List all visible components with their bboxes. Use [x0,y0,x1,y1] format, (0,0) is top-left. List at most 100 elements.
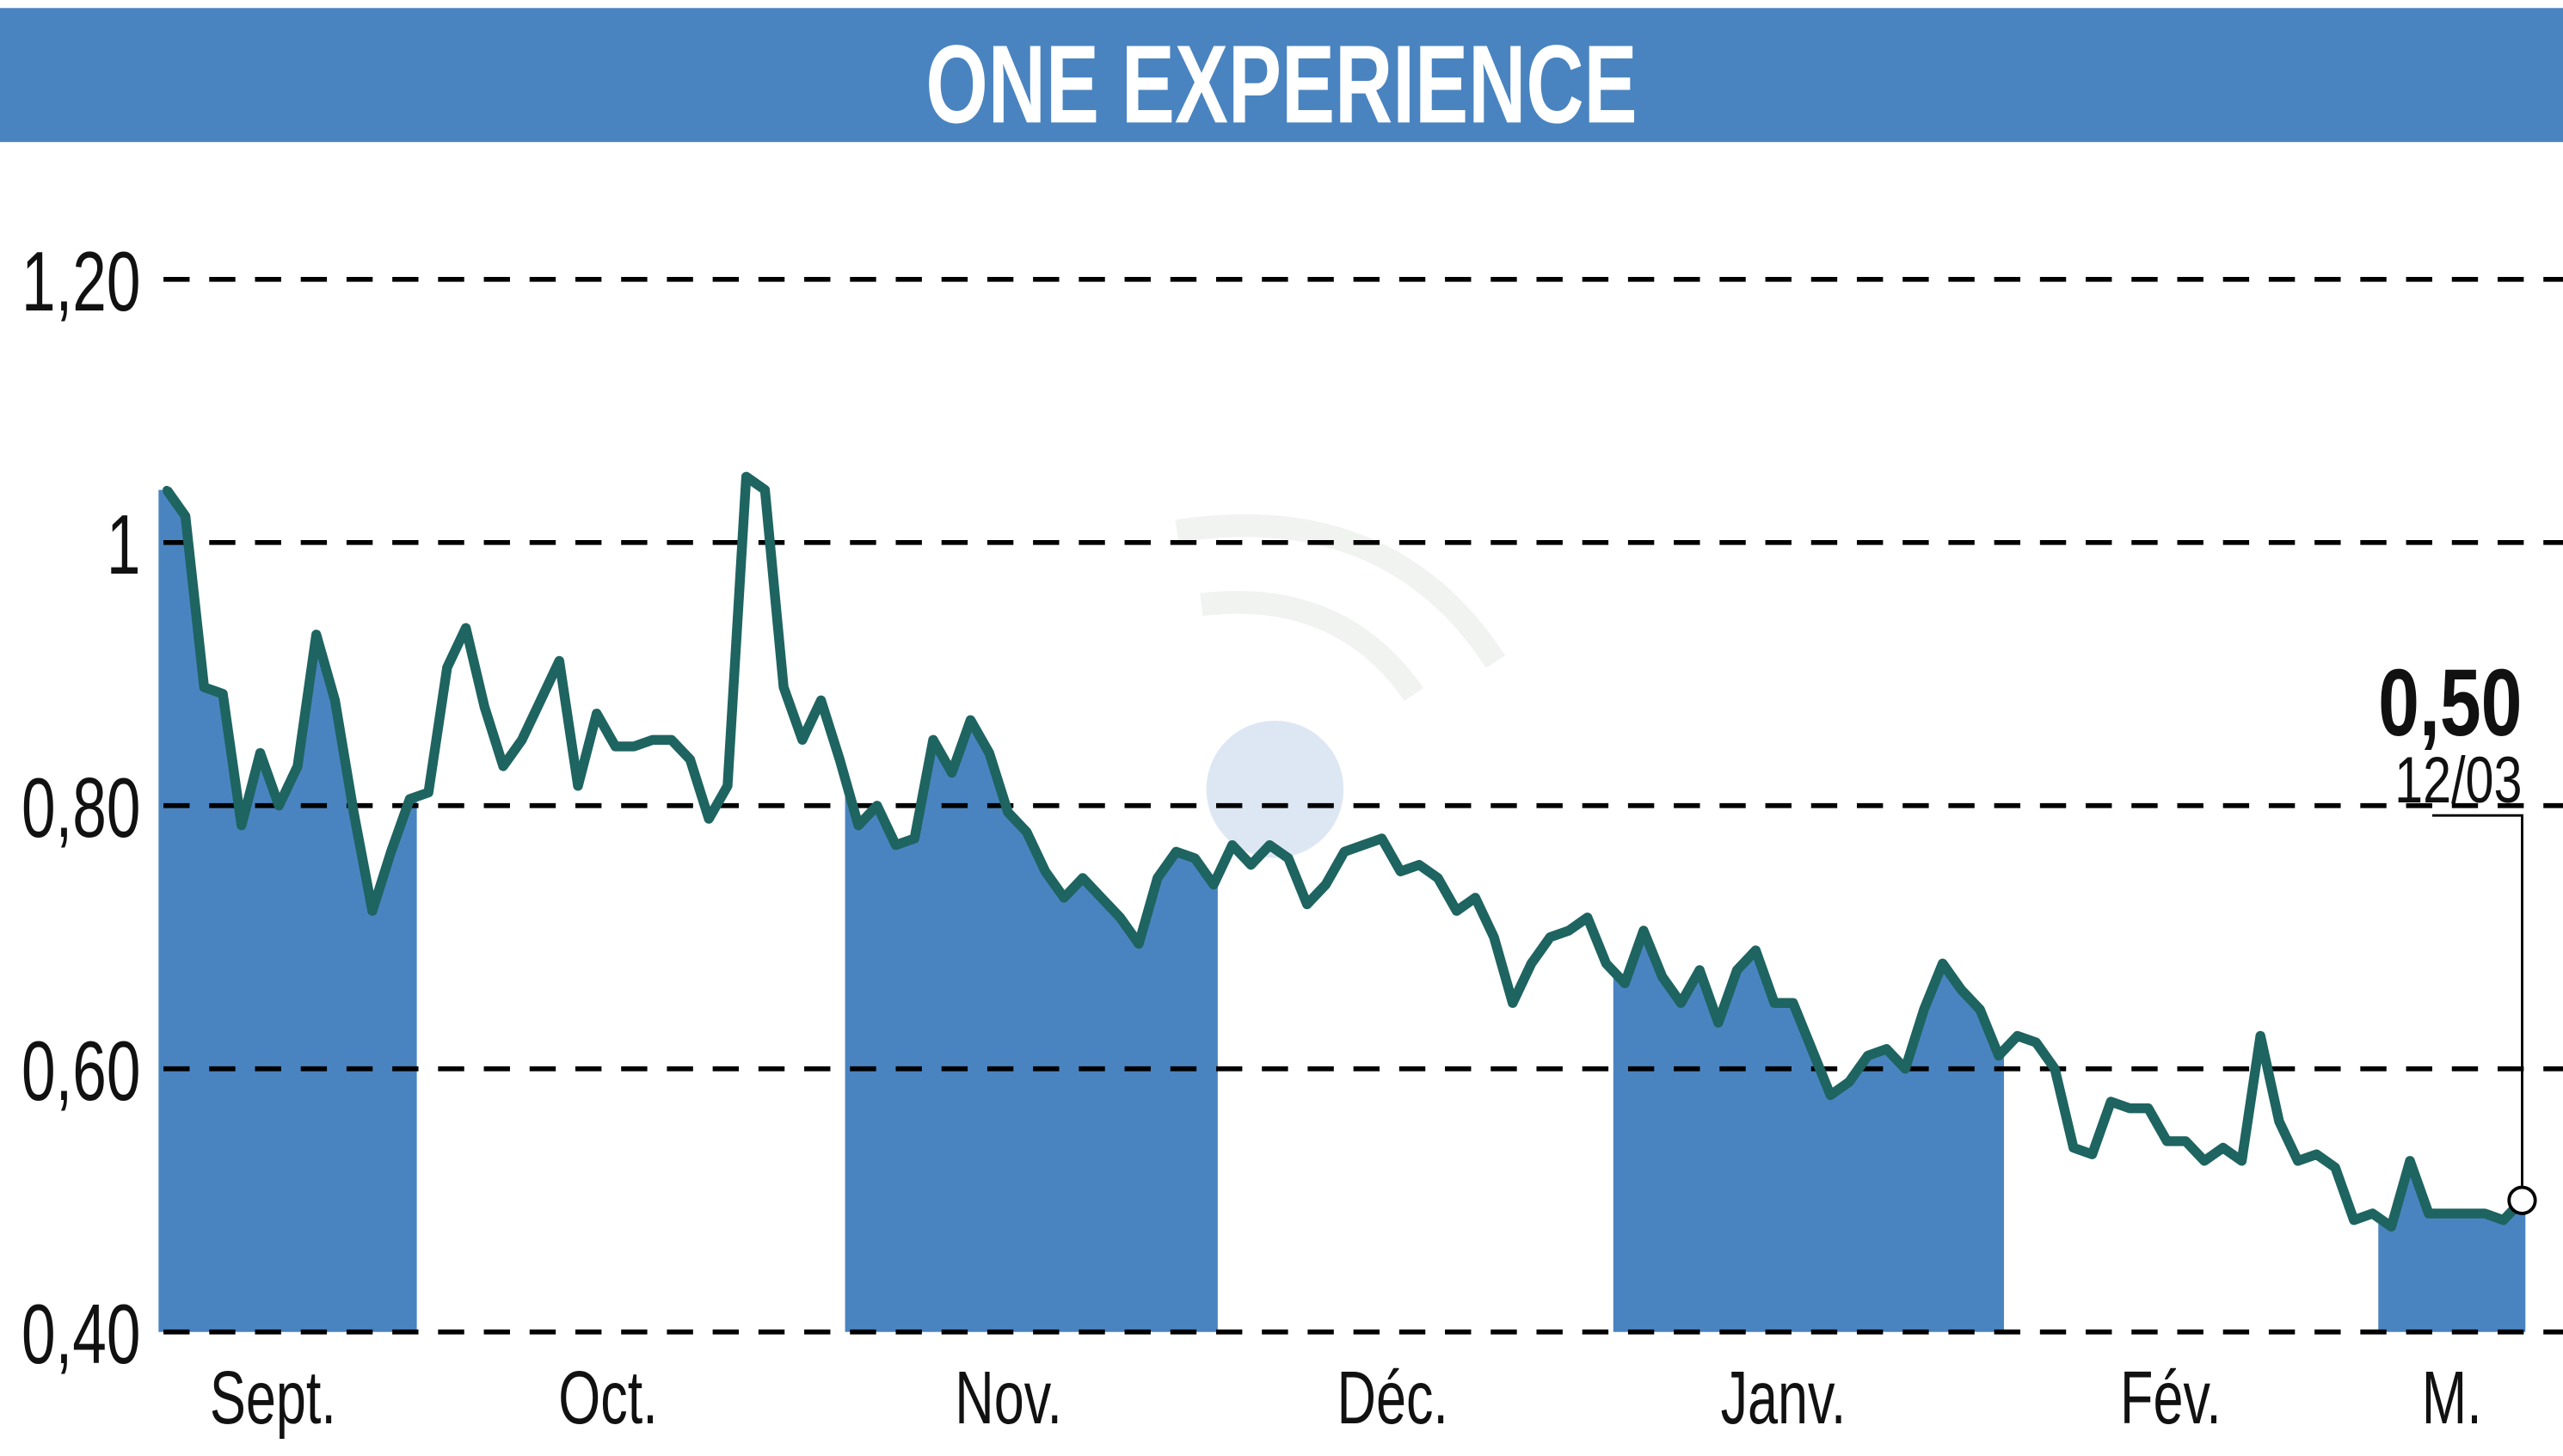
data-point [1097,894,1106,902]
data-point [593,709,601,718]
data-point [630,742,638,751]
data-point [2350,1215,2358,1225]
x-tick-label: Sept. [210,1356,336,1441]
data-point [386,847,396,857]
data-point [1171,847,1181,857]
data-point [1601,959,1611,968]
data-point [1434,874,1442,882]
data-point [1620,979,1629,988]
x-tick-label: Nov. [955,1356,1062,1441]
data-point [2106,1097,2116,1106]
data-point [2069,1143,2078,1152]
data-point [1639,926,1648,935]
data-point [816,696,826,705]
data-point [1284,854,1293,863]
data-point [1116,913,1125,922]
data-point [405,795,415,803]
last-value-label: 0,50 [2378,650,2522,756]
data-point [1321,880,1331,889]
x-axis-month-labels: Sept. Oct. Nov. Déc. Janv. Fév. M. [210,1356,2482,1441]
data-point [1134,939,1143,949]
data-point [1246,860,1256,869]
last-value-callout-line [2431,814,2523,1188]
data-point [2406,1157,2414,1165]
data-point [2237,1157,2246,1165]
shaded-band-nov [845,721,1218,1332]
data-point [1004,808,1012,817]
data-point [929,735,937,745]
data-point [255,748,265,758]
x-tick-label: Oct. [558,1356,657,1441]
data-point [2443,1209,2452,1218]
data-point [1938,959,1947,968]
data-point [1957,986,1966,994]
data-point [2312,1150,2321,1158]
data-point [2368,1209,2377,1218]
data-point [1022,827,1031,837]
y-tick-label: 1,20 [22,235,140,329]
data-point [218,689,227,698]
data-point [1041,867,1050,876]
data-point [704,814,713,823]
data-point [574,782,582,790]
data-point [835,755,845,764]
data-point [274,802,284,810]
data-point [779,683,788,691]
data-point [2387,1222,2396,1232]
data-point [1060,894,1068,902]
data-point [798,735,807,745]
data-point [443,663,452,672]
title-bar [0,8,2563,143]
data-point [1845,1078,1853,1086]
data-point [518,735,526,745]
data-point [2293,1157,2302,1165]
data-point [1976,1005,1984,1014]
data-point [760,485,770,495]
data-point [1509,998,1517,1008]
data-point [1994,1051,2003,1060]
shaded-month-bands [158,489,2526,1332]
data-point [1302,900,1312,909]
last-value-marker [2507,1185,2537,1215]
data-point [1789,998,1798,1008]
data-point [1695,966,1704,974]
data-point [2181,1137,2191,1146]
data-point [1265,840,1274,850]
data-point [181,512,190,520]
watermark-globe-icon [1206,720,1344,858]
data-point [1714,1018,1723,1027]
data-point [1415,860,1423,869]
data-point [723,782,732,790]
data-point [854,820,863,830]
data-point [1751,946,1761,955]
data-point [1340,847,1349,857]
data-point [1864,1051,1872,1060]
data-point [499,762,507,771]
data-point [1490,933,1498,942]
data-point [2162,1137,2172,1146]
data-point [1676,998,1686,1008]
data-point [2499,1215,2508,1225]
data-point [349,808,358,817]
data-point [536,696,545,705]
data-point [2331,1163,2339,1172]
data-point [2200,1157,2209,1165]
data-point [685,755,695,764]
data-point [873,802,882,810]
x-tick-label: M. [2422,1356,2482,1441]
data-point [2031,1038,2041,1047]
data-point [1471,894,1480,902]
data-point [237,820,246,830]
data-point [555,656,564,666]
data-point [1657,972,1667,981]
data-point [1564,926,1573,935]
data-point [1359,840,1368,850]
data-point [311,630,321,639]
data-point [667,735,676,745]
data-point [2087,1150,2097,1158]
grid-lines [163,276,2563,1335]
last-date-label: 12/03 [2394,744,2522,817]
data-point [424,788,433,797]
data-point [648,735,657,745]
data-point [1079,874,1087,882]
